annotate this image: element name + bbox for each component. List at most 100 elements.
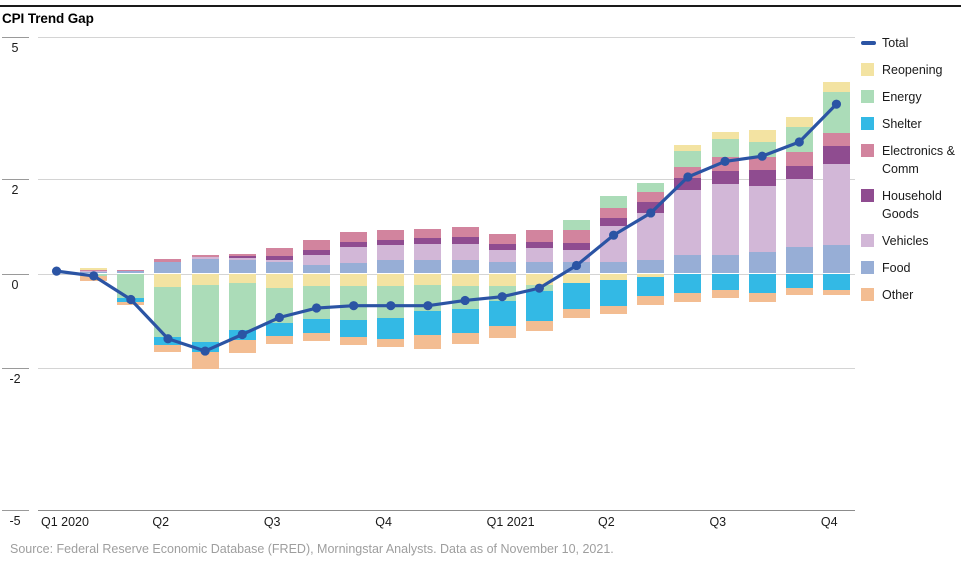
bar-segment [80, 276, 108, 282]
bar-segment [637, 296, 665, 305]
bar-segment [191, 256, 219, 260]
bar-segment [414, 259, 442, 274]
bar-segment [785, 117, 813, 128]
bar-segment [600, 261, 628, 274]
bar-segment [451, 333, 479, 345]
bar-segment [191, 254, 219, 257]
x-axis-label: Q3 [709, 515, 727, 529]
bar-segment [414, 273, 442, 286]
bar-segment [785, 247, 813, 274]
legend-color-swatch [861, 63, 874, 76]
bar-segment [562, 243, 590, 250]
legend-color-swatch [861, 144, 874, 157]
bar-segment [711, 255, 739, 274]
legend-item: Other [861, 286, 961, 304]
bar-segment [600, 207, 628, 218]
bar-segment [785, 152, 813, 166]
gridline-5 [38, 37, 855, 38]
bar-segment [748, 130, 776, 143]
bar-segment [785, 287, 813, 295]
bar-segment [711, 170, 739, 185]
bar-segment [265, 259, 293, 263]
bar-segment [711, 184, 739, 256]
bar-segment [377, 317, 405, 340]
bar-segment [228, 257, 256, 261]
bar-segment [637, 183, 665, 193]
x-axis-label: Q4 [820, 515, 838, 529]
bar-segment [711, 290, 739, 299]
legend-color-swatch [861, 234, 874, 247]
bar-segment [822, 92, 850, 133]
y-axis-label: 5 [11, 41, 19, 55]
bar-segment [377, 260, 405, 274]
y-axis-label: 0 [11, 277, 19, 292]
bar-segment [488, 233, 516, 244]
bar-segment [377, 286, 405, 318]
bar-segment [562, 273, 590, 283]
bar-segment [562, 261, 590, 274]
bar-segment [711, 156, 739, 171]
bar-segment [488, 243, 516, 251]
bar-segment [340, 246, 368, 264]
legend-line-swatch [861, 41, 876, 45]
y-axis-tick [2, 178, 29, 180]
bar-segment [674, 145, 702, 151]
bar-segment [451, 285, 479, 310]
bar-segment [674, 273, 702, 294]
chart-title: CPI Trend Gap [2, 11, 94, 26]
x-axis-label: Q3 [263, 515, 281, 529]
bar-segment [228, 273, 256, 283]
bar-segment [117, 269, 145, 272]
bar-segment [488, 286, 516, 302]
bar-segment [525, 291, 553, 321]
legend-color-swatch [861, 261, 874, 274]
bar-segment [525, 241, 553, 249]
bar-segment [265, 262, 293, 274]
bar-segment [414, 311, 442, 335]
bar-segment [748, 142, 776, 158]
legend-color-swatch [861, 288, 874, 301]
bar-segment [340, 286, 368, 321]
bar-segment [525, 284, 553, 292]
bar-segment [414, 238, 442, 244]
bar-segment [822, 163, 850, 246]
bar-segment [674, 150, 702, 168]
y-axis-label: 2 [11, 182, 19, 197]
bar-segment [488, 250, 516, 262]
bar-segment [600, 279, 628, 306]
bar-segment [265, 256, 293, 260]
bar-segment [303, 239, 331, 250]
bar-segment [154, 261, 182, 274]
bar-segment [785, 127, 813, 153]
legend-item: Energy [861, 88, 961, 106]
bar-segment [748, 293, 776, 302]
legend-label: Shelter [882, 117, 922, 131]
bar-segment [562, 229, 590, 244]
bar-segment [637, 260, 665, 274]
bar-segment [785, 165, 813, 179]
bar-segment [451, 260, 479, 274]
legend-label: Electronics & Comm [882, 144, 955, 176]
bar-segment [340, 241, 368, 247]
bar-segment [414, 243, 442, 260]
legend-item: Reopening [861, 61, 961, 79]
bar-segment [414, 334, 442, 349]
bar-segment [340, 336, 368, 346]
bar-segment [117, 301, 145, 305]
bar-segment [228, 260, 256, 274]
legend-label: Other [882, 288, 914, 302]
bar-segment [822, 145, 850, 164]
bar-segment [748, 251, 776, 274]
bar-segment [303, 249, 331, 256]
bar-segment [228, 330, 256, 341]
legend-color-swatch [861, 189, 874, 202]
y-axis-tick [2, 273, 29, 275]
bar-segment [154, 273, 182, 287]
bar-segment [154, 259, 182, 262]
bar-segment [785, 178, 813, 248]
legend-label: Vehicles [882, 234, 929, 248]
bar-segment [191, 342, 219, 353]
bar-segment [525, 229, 553, 242]
bar-segment [674, 167, 702, 179]
bar-segment [265, 288, 293, 324]
